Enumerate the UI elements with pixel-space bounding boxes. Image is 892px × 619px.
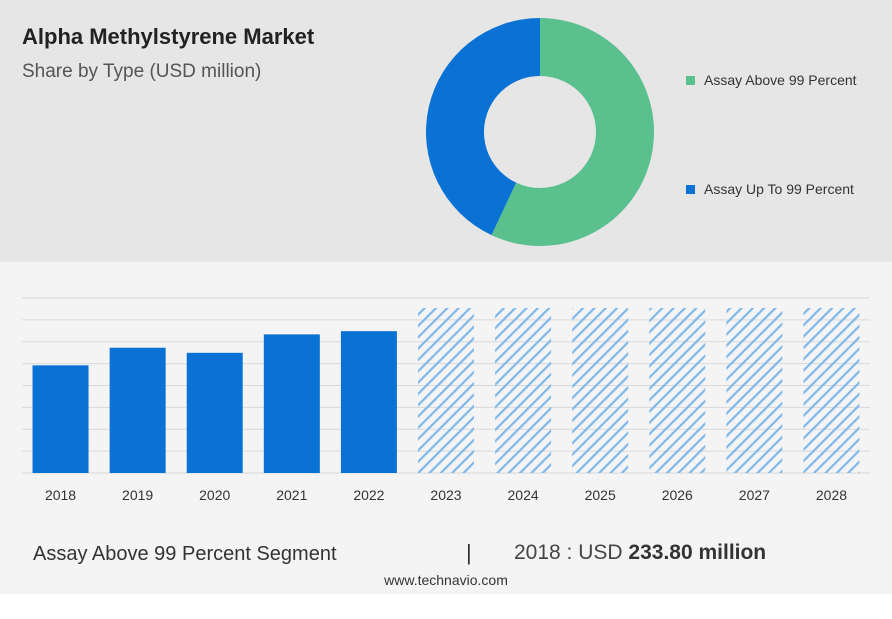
bar-2021	[263, 334, 320, 473]
bar-2019	[109, 347, 166, 473]
bar-2020	[186, 352, 243, 473]
footer-separator: |	[466, 540, 472, 565]
x-tick-label-2019: 2019	[122, 487, 153, 503]
x-tick-label-2018: 2018	[45, 487, 76, 503]
donut-slice-assay-above-99	[491, 18, 654, 246]
footer-value-amount: 233.80 million	[628, 541, 767, 564]
chart-subtitle: Share by Type (USD million)	[22, 61, 262, 82]
legend-label-assay-above-99: Assay Above 99 Percent	[704, 72, 857, 88]
bar-forecast-2024	[495, 308, 552, 473]
x-tick-label-2025: 2025	[585, 487, 616, 503]
bar-2022	[340, 331, 397, 473]
x-tick-label-2020: 2020	[199, 487, 230, 503]
donut-slice-assay-up-to-99	[426, 18, 540, 236]
x-tick-label-2028: 2028	[816, 487, 847, 503]
bar-forecast-2023	[418, 308, 474, 473]
x-tick-label-2026: 2026	[662, 487, 693, 503]
bar-forecast-2025	[572, 308, 629, 473]
x-tick-label-2024: 2024	[508, 487, 539, 503]
bar-forecast-2028	[803, 308, 860, 473]
footer-source-link[interactable]: www.technavio.com	[384, 572, 508, 588]
bar-chart: 2018 2019 2020 2021 2022 2023 2024 2025 2026 2027…	[22, 297, 870, 503]
x-tick-label-2022: 2022	[353, 487, 384, 503]
footer-value: 2018 : USD 233.80 million	[514, 541, 766, 565]
bar-forecast-2027	[726, 308, 783, 473]
donut-chart	[426, 18, 654, 246]
legend-item-assay-up-to-99: Assay Up To 99 Percent	[686, 181, 854, 197]
footer-segment-label: Assay Above 99 Percent Segment	[33, 543, 337, 565]
x-tick-label-2023: 2023	[430, 487, 461, 503]
bar-2018	[32, 365, 89, 473]
legend-swatch-assay-above-99	[686, 75, 695, 85]
legend-swatch-assay-up-to-99	[686, 184, 695, 194]
legend-item-assay-above-99: Assay Above 99 Percent	[686, 72, 857, 88]
chart-title: Alpha Methylstyrene Market	[22, 24, 315, 49]
x-tick-label-2021: 2021	[276, 487, 307, 503]
footer-value-prefix: 2018 : USD	[514, 541, 623, 564]
legend-label-assay-up-to-99: Assay Up To 99 Percent	[704, 181, 854, 197]
x-tick-label-2027: 2027	[739, 487, 770, 503]
bar-forecast-2026	[649, 308, 706, 473]
